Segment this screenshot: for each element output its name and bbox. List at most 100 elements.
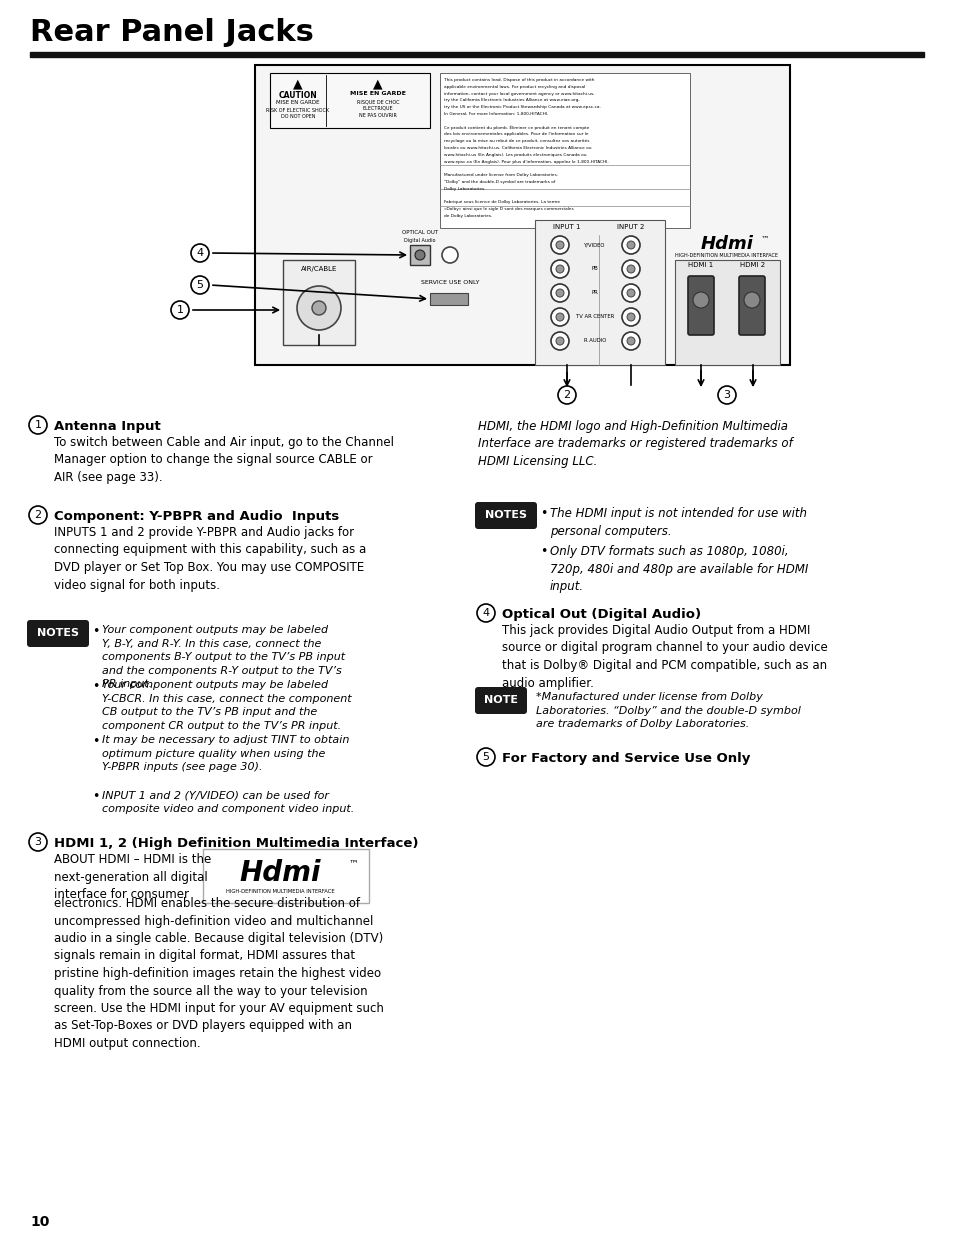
- Text: Hdmi: Hdmi: [700, 235, 753, 253]
- Circle shape: [312, 301, 326, 315]
- Text: This product contains lead. Dispose of this product in accordance with: This product contains lead. Dispose of t…: [443, 78, 594, 82]
- Text: 4: 4: [196, 248, 203, 258]
- Text: HDMI 2: HDMI 2: [740, 262, 764, 268]
- Text: electronics. HDMI enables the secure distribution of
uncompressed high-definitio: electronics. HDMI enables the secure dis…: [54, 897, 383, 1050]
- Circle shape: [621, 308, 639, 326]
- Circle shape: [551, 332, 568, 350]
- Text: NE PAS OUVRIR: NE PAS OUVRIR: [358, 112, 396, 119]
- FancyBboxPatch shape: [203, 848, 369, 903]
- Circle shape: [621, 236, 639, 254]
- Text: The HDMI input is not intended for use with
personal computers.: The HDMI input is not intended for use w…: [550, 508, 806, 537]
- Text: information, contact your local government agency or www.hitachi.us,: information, contact your local governme…: [443, 91, 594, 95]
- Text: AIR/CABLE: AIR/CABLE: [300, 266, 336, 272]
- Circle shape: [626, 337, 635, 345]
- Text: CAUTION: CAUTION: [278, 91, 317, 100]
- Text: •: •: [91, 625, 99, 638]
- Text: PR: PR: [591, 290, 598, 295]
- Text: Y/VIDEO: Y/VIDEO: [583, 242, 605, 247]
- FancyBboxPatch shape: [687, 275, 713, 335]
- Text: 5: 5: [196, 280, 203, 290]
- Circle shape: [626, 241, 635, 249]
- Text: •: •: [91, 680, 99, 693]
- Text: HDMI, the HDMI logo and High-Definition Multimedia
Interface are trademarks or r: HDMI, the HDMI logo and High-Definition …: [477, 420, 792, 468]
- Circle shape: [551, 284, 568, 303]
- Circle shape: [29, 416, 47, 433]
- Text: RISK OF ELECTRIC SHOCK: RISK OF ELECTRIC SHOCK: [266, 107, 329, 112]
- Text: Digital Audio: Digital Audio: [404, 238, 436, 243]
- Text: try the California Electronic Industries Alliance at www.eiae.org,: try the California Electronic Industries…: [443, 99, 579, 103]
- Text: NOTES: NOTES: [484, 510, 526, 520]
- Text: In General, For more Information: 1-800-HITACHI.: In General, For more Information: 1-800-…: [443, 112, 548, 116]
- Text: •: •: [539, 508, 547, 520]
- Circle shape: [476, 748, 495, 766]
- Text: www.epsc.ca (En Anglais). Pour plus d'information, appelez le 1-800-HITACHI.: www.epsc.ca (En Anglais). Pour plus d'in…: [443, 159, 608, 163]
- Circle shape: [551, 308, 568, 326]
- Text: 1: 1: [176, 305, 183, 315]
- Text: ELECTRIQUE: ELECTRIQUE: [362, 106, 393, 111]
- Text: ™: ™: [760, 235, 768, 245]
- Circle shape: [551, 261, 568, 278]
- Text: MISE EN GARDE: MISE EN GARDE: [276, 100, 319, 105]
- Circle shape: [441, 247, 457, 263]
- Circle shape: [29, 506, 47, 524]
- Text: Dolby Laboratories.: Dolby Laboratories.: [443, 186, 485, 190]
- Text: To switch between Cable and Air input, go to the Channel
Manager option to chang: To switch between Cable and Air input, g…: [54, 436, 394, 484]
- Text: *Manufactured under license from Dolby
Laboratories. “Dolby” and the double-D sy: *Manufactured under license from Dolby L…: [536, 692, 800, 729]
- Circle shape: [556, 266, 563, 273]
- Bar: [254, 65, 789, 366]
- Text: locales ou www.hitachi.us. California Electronic Industries Alliance ou: locales ou www.hitachi.us. California El…: [443, 146, 591, 149]
- Text: RISQUE DE CHOC: RISQUE DE CHOC: [356, 100, 399, 105]
- Text: 5: 5: [482, 752, 489, 762]
- Text: Antenna Input: Antenna Input: [54, 420, 161, 433]
- FancyBboxPatch shape: [475, 501, 537, 529]
- Text: Only DTV formats such as 1080p, 1080i,
720p, 480i and 480p are available for HDM: Only DTV formats such as 1080p, 1080i, 7…: [550, 545, 807, 593]
- Text: HDMI 1: HDMI 1: [688, 262, 713, 268]
- Text: HDMI 1, 2 (High Definition Multimedia Interface): HDMI 1, 2 (High Definition Multimedia In…: [54, 837, 418, 850]
- Text: ▲: ▲: [293, 77, 302, 90]
- Text: NOTES: NOTES: [37, 629, 79, 638]
- Text: SERVICE USE ONLY: SERVICE USE ONLY: [420, 280, 478, 285]
- Text: •: •: [539, 545, 547, 558]
- Text: Hdmi: Hdmi: [239, 860, 320, 887]
- Circle shape: [556, 289, 563, 296]
- Text: 2: 2: [34, 510, 42, 520]
- Text: ™: ™: [348, 858, 357, 868]
- Bar: [439, 73, 689, 228]
- FancyBboxPatch shape: [739, 275, 764, 335]
- Text: try the US or the Electronic Product Stewardship Canada at www.epsc.ca.: try the US or the Electronic Product Ste…: [443, 105, 600, 109]
- Text: •: •: [91, 735, 99, 748]
- Circle shape: [415, 249, 424, 261]
- Text: 1: 1: [34, 420, 42, 430]
- Text: R AUDIO: R AUDIO: [583, 338, 605, 343]
- Text: For Factory and Service Use Only: For Factory and Service Use Only: [501, 752, 750, 764]
- Circle shape: [558, 387, 576, 404]
- Text: Fabriqué sous licence de Dolby Laboratories. La terme: Fabriqué sous licence de Dolby Laborator…: [443, 200, 559, 205]
- Text: INPUT 1: INPUT 1: [553, 224, 580, 230]
- Circle shape: [621, 284, 639, 303]
- Text: www.hitachi.us (En Anglais). Les produits électroniques Canada ou: www.hitachi.us (En Anglais). Les produit…: [443, 153, 586, 157]
- Circle shape: [718, 387, 735, 404]
- Text: des lois environnementales applicables. Pour de l'information sur le: des lois environnementales applicables. …: [443, 132, 588, 136]
- Text: DO NOT OPEN: DO NOT OPEN: [280, 114, 314, 119]
- Text: 2: 2: [563, 390, 570, 400]
- Bar: [283, 261, 355, 345]
- Text: INPUTS 1 and 2 provide Y-PBPR and Audio jacks for
connecting equipment with this: INPUTS 1 and 2 provide Y-PBPR and Audio …: [54, 526, 366, 592]
- Text: HIGH-DEFINITION MULTIMEDIA INTERFACE: HIGH-DEFINITION MULTIMEDIA INTERFACE: [675, 253, 778, 258]
- Text: INPUT 1 and 2 (Y/VIDEO) can be used for
composite video and component video inpu: INPUT 1 and 2 (Y/VIDEO) can be used for …: [102, 790, 354, 814]
- Circle shape: [556, 337, 563, 345]
- Text: Your component outputs may be labeled
Y, B-Y, and R-Y. In this case, connect the: Your component outputs may be labeled Y,…: [102, 625, 345, 689]
- Circle shape: [296, 287, 340, 330]
- Circle shape: [626, 266, 635, 273]
- Circle shape: [29, 832, 47, 851]
- Circle shape: [621, 332, 639, 350]
- Bar: [270, 73, 430, 128]
- Text: It may be necessary to adjust TINT to obtain
optimum picture quality when using : It may be necessary to adjust TINT to ob…: [102, 735, 349, 772]
- Text: PB: PB: [591, 267, 598, 272]
- Text: TV AR CENTER: TV AR CENTER: [576, 315, 614, 320]
- FancyBboxPatch shape: [475, 687, 526, 714]
- Bar: [675, 261, 780, 366]
- Text: Manufactured under license from Dolby Laboratories.: Manufactured under license from Dolby La…: [443, 173, 558, 177]
- Circle shape: [476, 604, 495, 622]
- Text: 10: 10: [30, 1215, 50, 1229]
- Text: Ce produit contient du plomb. Éliminer ce produit en tenant compte: Ce produit contient du plomb. Éliminer c…: [443, 126, 589, 131]
